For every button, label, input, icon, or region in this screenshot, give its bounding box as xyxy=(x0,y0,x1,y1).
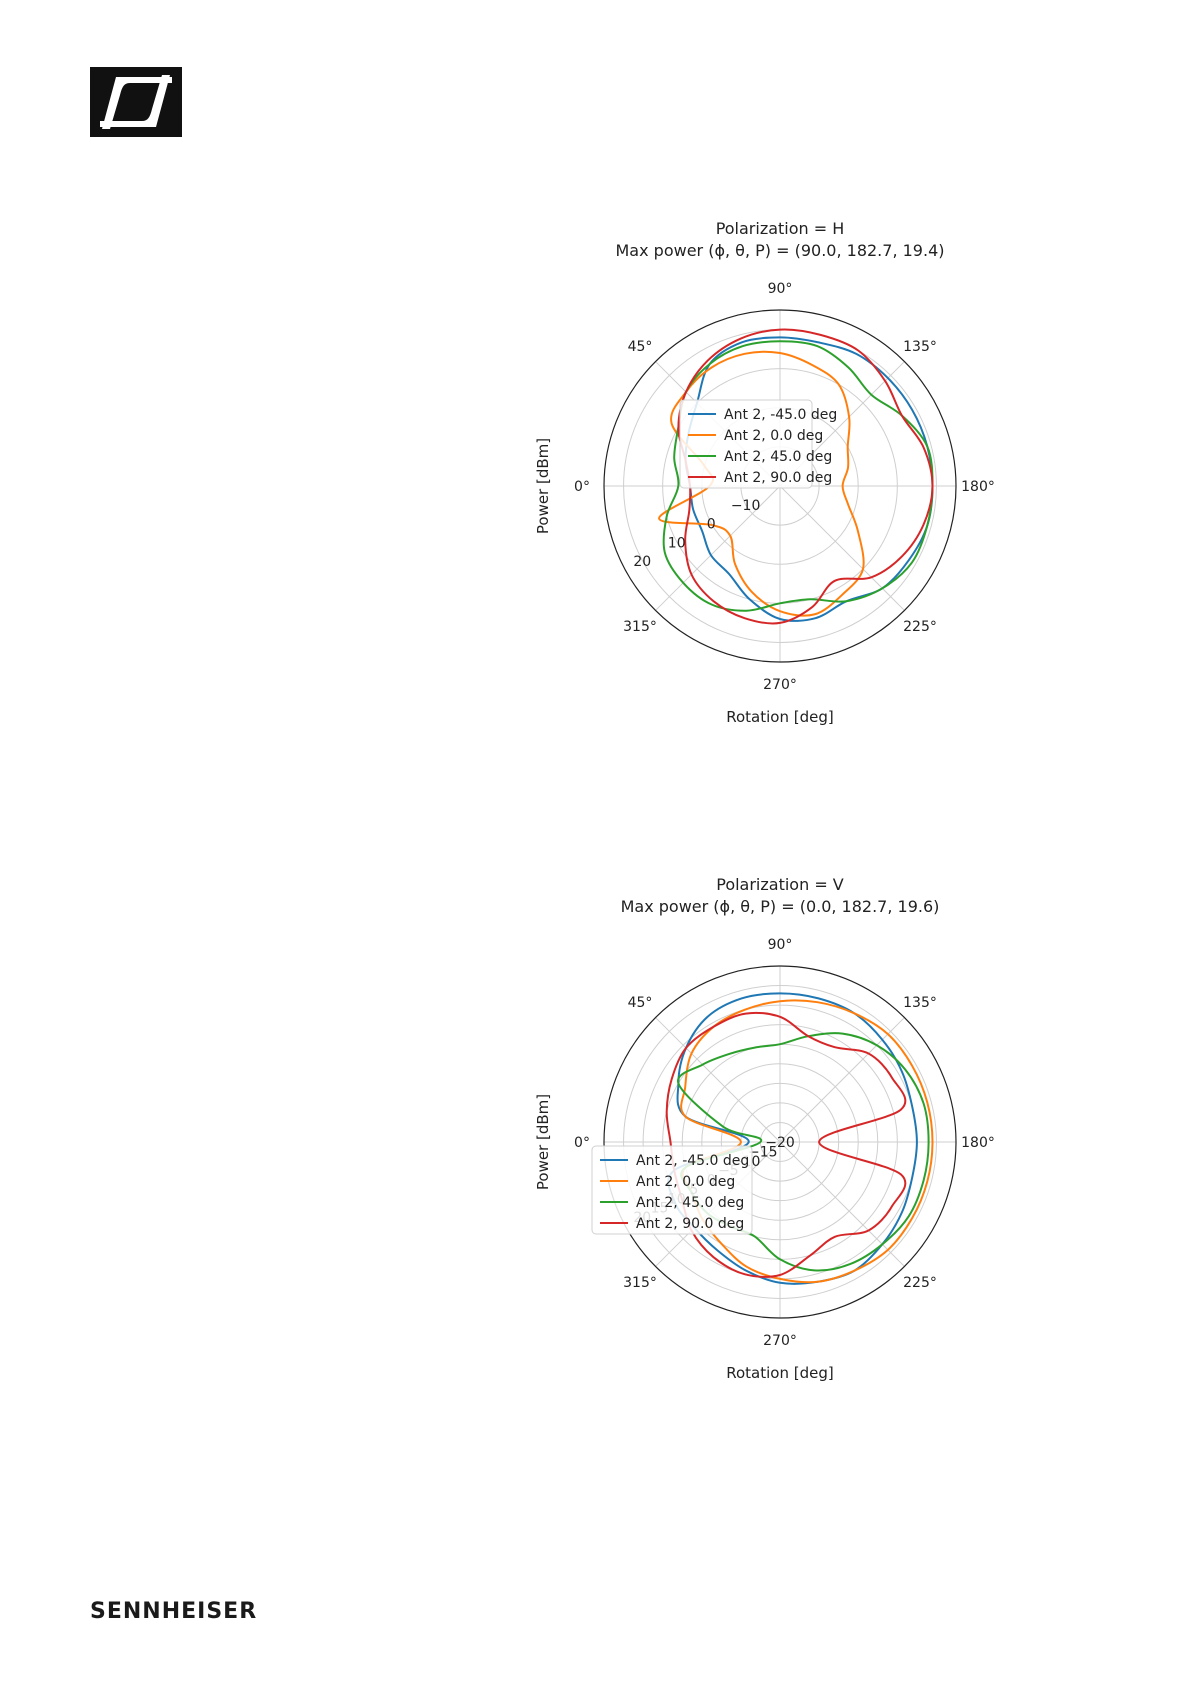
angular-tick-label: 225° xyxy=(903,1275,937,1291)
legend-label: Ant 2, -45.0 deg xyxy=(724,407,837,423)
x-axis-label: Rotation [deg] xyxy=(726,708,833,726)
x-axis-label: Rotation [deg] xyxy=(726,1364,833,1382)
polar-frame xyxy=(603,965,957,1319)
polar-chart-h: Polarization = H Max power (ϕ, θ, P) = (… xyxy=(534,219,995,726)
angular-tick-label: 180° xyxy=(961,479,995,495)
legend: Ant 2, -45.0 deg Ant 2, 0.0 deg Ant 2, 45.… xyxy=(679,399,837,489)
angular-gridline xyxy=(655,1017,781,1143)
polar-frame xyxy=(603,309,957,663)
radial-tick-label: 10 xyxy=(668,535,686,551)
chart-subtitle: Max power (ϕ, θ, P) = (0.0, 182.7, 19.6) xyxy=(621,897,940,916)
series-line-2 xyxy=(680,999,934,1284)
series-group xyxy=(658,328,934,625)
legend: Ant 2, -45.0 deg Ant 2, 0.0 deg Ant 2, 45.… xyxy=(591,1145,753,1235)
legend-label: Ant 2, 45.0 deg xyxy=(636,1195,744,1211)
series-line-4 xyxy=(665,1011,907,1278)
legend-label: Ant 2, 90.0 deg xyxy=(636,1216,744,1232)
chart-subtitle: Max power (ϕ, θ, P) = (90.0, 182.7, 19.4… xyxy=(616,241,945,260)
angular-gridline xyxy=(779,485,905,611)
chart-title: Polarization = H xyxy=(716,219,845,238)
polar-chart-v: Polarization = V Max power (ϕ, θ, P) = (… xyxy=(534,875,995,1382)
angular-tick-label: 225° xyxy=(903,619,937,635)
radial-tick-label: −10 xyxy=(731,498,761,514)
angular-tick-label: 45° xyxy=(628,995,653,1011)
sennheiser-wordmark: SENNHEISER xyxy=(90,1599,258,1624)
angular-tick-label: 0° xyxy=(574,1135,590,1151)
angular-tick-label: 0° xyxy=(574,479,590,495)
radial-tick-label: 20 xyxy=(633,554,651,570)
chart-title: Polarization = V xyxy=(716,875,844,894)
y-axis-label: Power [dBm] xyxy=(534,1094,552,1190)
radial-tick-label: −15 xyxy=(748,1144,778,1160)
legend-label: Ant 2, -45.0 deg xyxy=(636,1153,749,1169)
angular-tick-label: 315° xyxy=(623,1275,657,1291)
angular-tick-label: 90° xyxy=(768,937,793,953)
angular-gridline xyxy=(779,1141,905,1267)
sennheiser-s-logo-icon xyxy=(90,67,182,137)
angular-tick-labels: 270° 225° 180° 135° 90° 45° 0° 315° xyxy=(574,937,995,1349)
legend-box xyxy=(591,1145,753,1235)
series-line-2 xyxy=(658,350,865,617)
angular-gridline xyxy=(779,1017,905,1143)
angular-tick-label: 315° xyxy=(623,619,657,635)
angular-tick-label: 135° xyxy=(903,339,937,355)
angular-tick-label: 135° xyxy=(903,995,937,1011)
series-line-4 xyxy=(677,328,934,625)
series-line-1 xyxy=(667,992,918,1285)
radial-tick-label: −20 xyxy=(765,1135,795,1151)
angular-tick-label: 270° xyxy=(763,677,797,693)
angular-gridline xyxy=(655,485,781,611)
legend-label: Ant 2, 90.0 deg xyxy=(724,470,832,486)
legend-label: Ant 2, 45.0 deg xyxy=(724,449,832,465)
legend-label: Ant 2, 0.0 deg xyxy=(724,428,823,444)
legend-label: Ant 2, 0.0 deg xyxy=(636,1174,735,1190)
angular-tick-label: 270° xyxy=(763,1333,797,1349)
angular-tick-label: 180° xyxy=(961,1135,995,1151)
radial-tick-labels: −10 0 10 20 xyxy=(633,498,760,570)
angular-tick-labels: 270° 225° 180° 135° 90° 45° 0° 315° xyxy=(574,281,995,693)
radial-tick-label: 0 xyxy=(707,517,716,533)
angular-tick-label: 45° xyxy=(628,339,653,355)
angular-tick-label: 90° xyxy=(768,281,793,297)
y-axis-label: Power [dBm] xyxy=(534,438,552,534)
legend-box xyxy=(679,399,813,489)
